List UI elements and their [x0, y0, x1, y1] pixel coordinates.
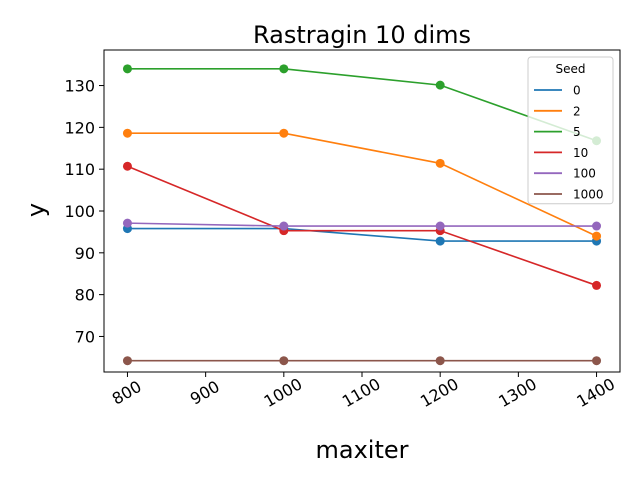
legend-label: 2	[573, 104, 581, 118]
data-point	[435, 221, 445, 231]
y-axis-label: y	[22, 203, 50, 217]
legend-item: 100	[534, 167, 596, 181]
data-point	[122, 218, 132, 228]
x-tick-label: 800	[109, 377, 145, 409]
x-tick-label: 900	[187, 377, 223, 409]
legend-label: 10	[573, 146, 588, 160]
x-tick-label: 1000	[261, 374, 306, 411]
x-tick-label: 1300	[495, 374, 540, 411]
data-point	[435, 80, 445, 90]
legend-title: Seed	[556, 62, 586, 76]
x-tick-label: 1200	[417, 374, 462, 411]
y-tick-label: 90	[75, 244, 95, 263]
chart-title: Rastragin 10 dims	[253, 21, 471, 49]
series-2	[122, 128, 602, 241]
legend-label: 5	[573, 125, 581, 139]
data-point	[279, 221, 289, 231]
x-tick-label: 1100	[339, 374, 384, 411]
series-line	[127, 132, 597, 237]
y-tick-label: 130	[64, 77, 95, 96]
data-point	[279, 64, 289, 74]
series-line	[127, 222, 597, 227]
legend-item: 5	[534, 125, 581, 139]
data-point	[279, 356, 289, 366]
y-axis: 70 80 90 100 110 120 130	[64, 77, 104, 346]
x-tick-label: 1400	[573, 374, 618, 411]
legend-label: 100	[573, 167, 596, 181]
data-point	[122, 161, 132, 171]
data-point	[122, 128, 132, 138]
legend-item: 1000	[534, 188, 604, 202]
series-line	[127, 165, 597, 287]
data-point	[279, 128, 289, 138]
data-point	[435, 356, 445, 366]
data-point	[592, 356, 602, 366]
series-1000	[122, 356, 602, 366]
data-point	[592, 221, 602, 231]
legend-item: 0	[534, 84, 581, 98]
series-line	[127, 227, 597, 242]
series-line	[127, 68, 597, 142]
data-point	[435, 236, 445, 246]
data-point	[122, 356, 132, 366]
legend-item: 2	[534, 104, 581, 118]
x-axis: 800 900 1000 1100 1200 1300 1400	[109, 372, 618, 411]
legend-label: 0	[573, 84, 581, 98]
legend-label: 1000	[573, 188, 604, 202]
legend: Seed 0 2 5 10 100 1000	[527, 56, 614, 205]
y-tick-label: 70	[75, 327, 95, 346]
data-point	[592, 231, 602, 241]
legend-box	[527, 56, 614, 205]
y-tick-label: 80	[75, 286, 95, 305]
series-layer	[122, 64, 602, 366]
y-tick-label: 100	[64, 202, 95, 221]
legend-item: 10	[534, 146, 588, 160]
y-tick-label: 110	[64, 160, 95, 179]
x-axis-label: maxiter	[316, 436, 409, 464]
series-100	[122, 218, 602, 231]
data-point	[122, 64, 132, 74]
y-tick-label: 120	[64, 118, 95, 137]
data-point	[435, 158, 445, 168]
data-point	[592, 280, 602, 290]
